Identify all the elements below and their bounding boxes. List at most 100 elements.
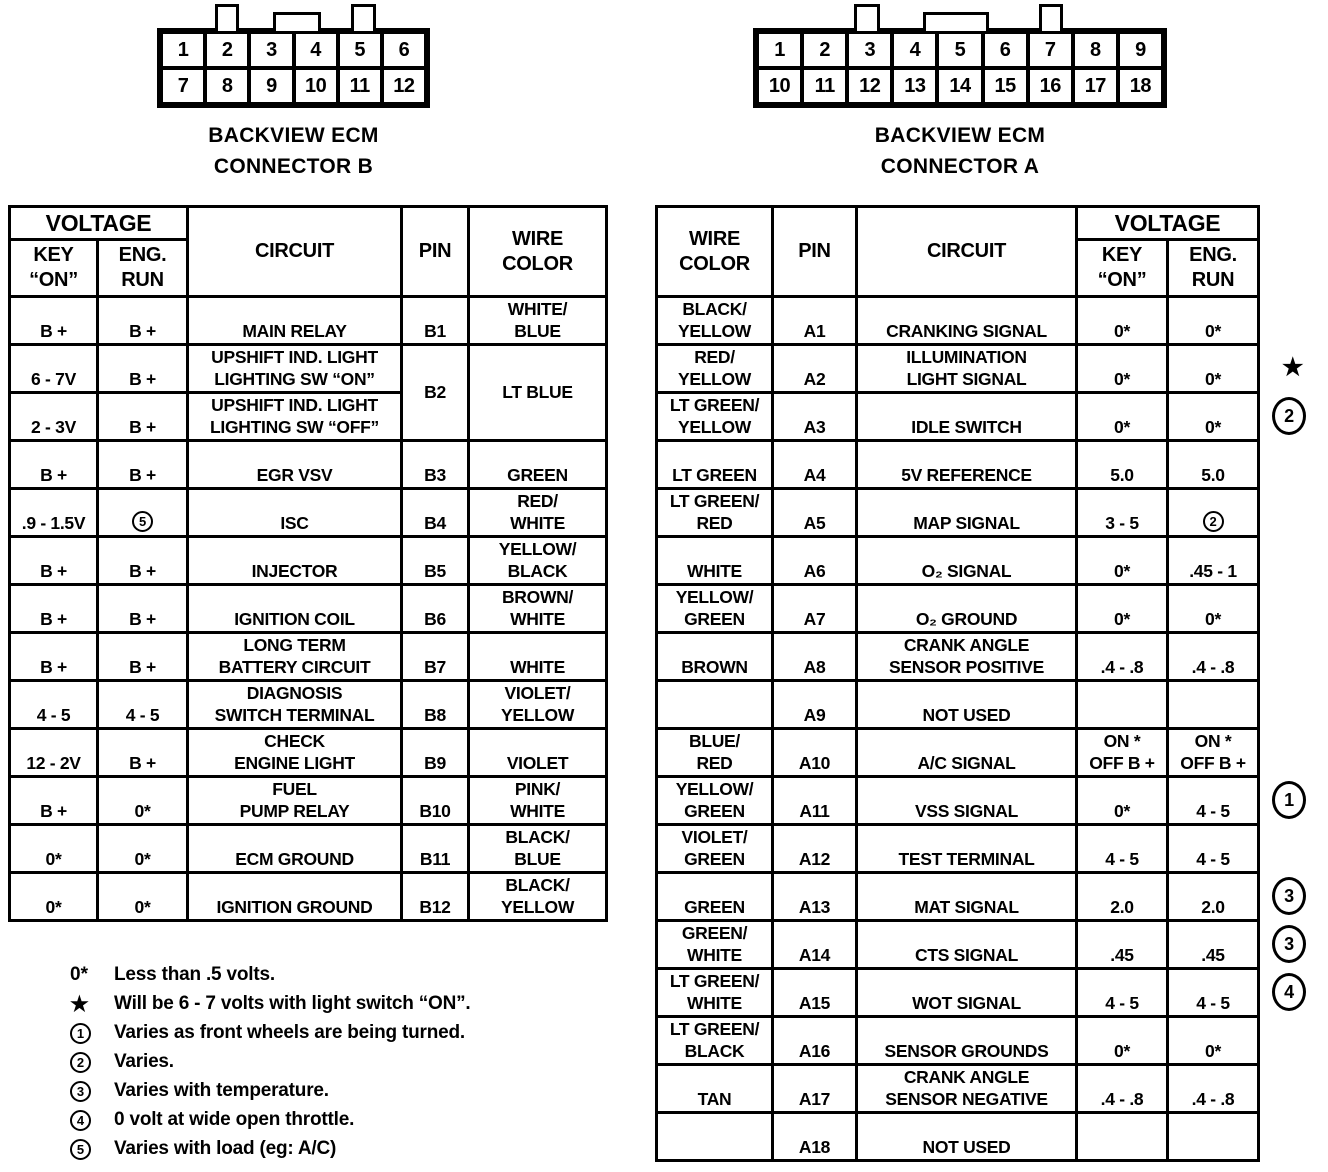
- circuit-cell: LONG TERM BATTERY CIRCUIT: [186, 631, 404, 682]
- connector-pin-12: 12: [847, 68, 893, 104]
- table-row-a1: BLACK/ YELLOW A1 CRANKING SIGNAL 0* 0*: [655, 295, 1328, 346]
- connector-b-label: BACKVIEW ECM CONNECTOR B: [157, 120, 430, 182]
- circuit-cell: ILLUMINATION LIGHT SIGNAL: [855, 343, 1078, 394]
- legend-text: Varies as front wheels are being turned.: [114, 1022, 466, 1043]
- connector-key-tab-icon: [273, 12, 321, 31]
- circuit-cell: CRANK ANGLE SENSOR NEGATIVE: [855, 1063, 1078, 1114]
- voltage-eng-run-cell: B +: [95, 535, 190, 586]
- table-row-b2: 6 - 7V B + UPSHIFT IND. LIGHT LIGHTING SW …: [8, 343, 609, 442]
- voltage-key-on-cell: B +: [8, 535, 99, 586]
- pin-column-header: PIN: [771, 205, 858, 298]
- wire-color-cell: LT GREEN: [655, 439, 774, 490]
- connector-pin-14: 14: [937, 68, 983, 104]
- wire-color-column-header: WIRE COLOR: [467, 205, 609, 298]
- row-annotation: [1259, 297, 1328, 345]
- voltage-eng-run-cell: 4 - 5: [1165, 967, 1261, 1018]
- pin-cell: B2: [400, 343, 471, 442]
- eng-run-column-header: ENG. RUN: [95, 238, 190, 298]
- connector-a-pin-grid: 1 2 3 4 5 6 7 8 9 10 11 12 13 14 15 16 17 18: [753, 28, 1167, 108]
- circuit-cell: MAT SIGNAL: [855, 871, 1078, 922]
- table-row-a7: YELLOW/ GREEN A7 O₂ GROUND 0* 0*: [655, 583, 1328, 634]
- pin-cell: A11: [771, 775, 858, 826]
- wire-color-cell: TAN: [655, 1063, 774, 1114]
- circuit-cell: DIAGNOSIS SWITCH TERMINAL: [186, 679, 404, 730]
- circled-1-icon: 1: [1272, 781, 1307, 819]
- voltage-eng-run-cell: 4 - 5: [1165, 823, 1261, 874]
- voltage-key-on-cell: 0*: [8, 823, 99, 874]
- voltage-eng-run-cell: .4 - .8: [1165, 1063, 1261, 1114]
- wire-color-cell: YELLOW/ BLACK: [467, 535, 609, 586]
- circled-5-icon: 5: [70, 1138, 91, 1160]
- connector-pin-1: 1: [161, 32, 206, 68]
- voltage-key-on-cell: 0*: [1075, 535, 1169, 586]
- row-annotation: [1259, 729, 1328, 777]
- voltage-key-on-cell: 0*: [1075, 583, 1169, 634]
- circuit-cell: O₂ GROUND: [855, 583, 1078, 634]
- pin-cell: A3: [771, 391, 858, 442]
- voltage-key-on-cell: 5.0: [1075, 439, 1169, 490]
- circuit-cell: EGR VSV: [186, 439, 404, 490]
- pin-cell: B4: [400, 487, 471, 538]
- table-row-a3: LT GREEN/ YELLOW A3 IDLE SWITCH 0* 0* 2: [655, 391, 1328, 442]
- connector-pin-5: 5: [937, 32, 983, 68]
- wire-color-cell: RED/ WHITE: [467, 487, 609, 538]
- wire-color-cell: YELLOW/ GREEN: [655, 775, 774, 826]
- voltage-key-on-cell: 2.0: [1075, 871, 1169, 922]
- voltage-eng-run-cell: 2.0: [1165, 871, 1261, 922]
- voltage-eng-run-cell: 4 - 5: [95, 679, 190, 730]
- voltage-key-on-cell: 4 - 5: [1075, 823, 1169, 874]
- voltage-key-on-cell: 0*: [8, 871, 99, 922]
- voltage-key-on-cell: 0*: [1075, 343, 1169, 394]
- row-annotation: 4: [1259, 969, 1328, 1017]
- circuit-cell: 5V REFERENCE: [855, 439, 1078, 490]
- annotation-margin: [1259, 207, 1328, 297]
- row-annotation: ★: [1259, 345, 1328, 393]
- table-row-a8: BROWN A8 CRANK ANGLE SENSOR POSITIVE .4 - .…: [655, 631, 1328, 682]
- legend-item-7: 5 Varies with load (eg: A/C): [62, 1138, 642, 1160]
- voltage-key-on-cell: 0*: [1075, 1015, 1169, 1066]
- voltage-eng-run-cell: B +: [95, 295, 190, 346]
- table-row-b3: 2 - 3V B + UPSHIFT IND. LIGHT LIGHTING SW …: [8, 391, 607, 442]
- voltage-key-on-cell: 0*: [1075, 775, 1169, 826]
- table-row-a11: YELLOW/ GREEN A11 VSS SIGNAL 0* 4 - 5 1: [655, 775, 1328, 826]
- voltage-key-on-cell: B +: [8, 775, 99, 826]
- row-annotation: 3: [1259, 873, 1328, 921]
- connector-b-label-line1: BACKVIEW ECM: [208, 124, 379, 147]
- legend-item-1: 0* Less than .5 volts.: [62, 964, 642, 986]
- voltage-key-on-cell: 4 - 5: [8, 679, 99, 730]
- voltage-key-on-cell: 0*: [1075, 295, 1169, 346]
- table-b-header-row-2: KEY “ON” ENG. RUN: [8, 238, 607, 298]
- circuit-cell: FUEL PUMP RELAY: [186, 775, 404, 826]
- pin-cell: A8: [771, 631, 858, 682]
- legend-symbol: 1: [62, 1022, 114, 1044]
- connector-pin-2: 2: [802, 32, 848, 68]
- wire-color-cell: PINK/ WHITE: [467, 775, 609, 826]
- wire-color-cell: YELLOW/ GREEN: [655, 583, 774, 634]
- wire-color-cell: BROWN: [655, 631, 774, 682]
- legend-text: Will be 6 - 7 volts with light switch “O…: [114, 993, 471, 1014]
- pin-cell: A17: [771, 1063, 858, 1114]
- voltage-eng-run-cell: 4 - 5: [1165, 775, 1261, 826]
- voltage-key-on-cell: 0*: [1075, 391, 1169, 442]
- legend-symbol: 5: [62, 1138, 114, 1160]
- connector-pin-6: 6: [982, 32, 1028, 68]
- connector-pin-18: 18: [1117, 68, 1163, 104]
- connector-pin-15: 15: [982, 68, 1028, 104]
- circuit-cell: CRANKING SIGNAL: [855, 295, 1078, 346]
- wire-color-cell: VIOLET/ GREEN: [655, 823, 774, 874]
- row-annotation: [1259, 633, 1328, 681]
- connector-a-pinout-table: WIRE COLOR PIN CIRCUIT VOLTAGE KEY “ON” …: [655, 205, 1328, 1162]
- circuit-cell: ISC: [186, 487, 404, 538]
- pin-cell: A5: [771, 487, 858, 538]
- connector-pin-7: 7: [1027, 32, 1073, 68]
- voltage-eng-run-cell: 0*: [1165, 1015, 1261, 1066]
- voltage-eng-run-cell: 0*: [95, 823, 190, 874]
- table-row-a10: BLUE/ RED A10 A/C SIGNAL ON * OFF B + ON * O…: [655, 727, 1328, 778]
- voltage-eng-run-cell: 0*: [95, 871, 190, 922]
- circled-2-icon: 2: [1202, 511, 1224, 532]
- connector-a-label: BACKVIEW ECM CONNECTOR A: [753, 120, 1167, 182]
- row-annotation: [1259, 825, 1328, 873]
- table-row-b1: B + B + MAIN RELAY B1 WHITE/ BLUE: [8, 295, 609, 346]
- circuit-cell: MAP SIGNAL: [855, 487, 1078, 538]
- connector-pin-11: 11: [802, 68, 848, 104]
